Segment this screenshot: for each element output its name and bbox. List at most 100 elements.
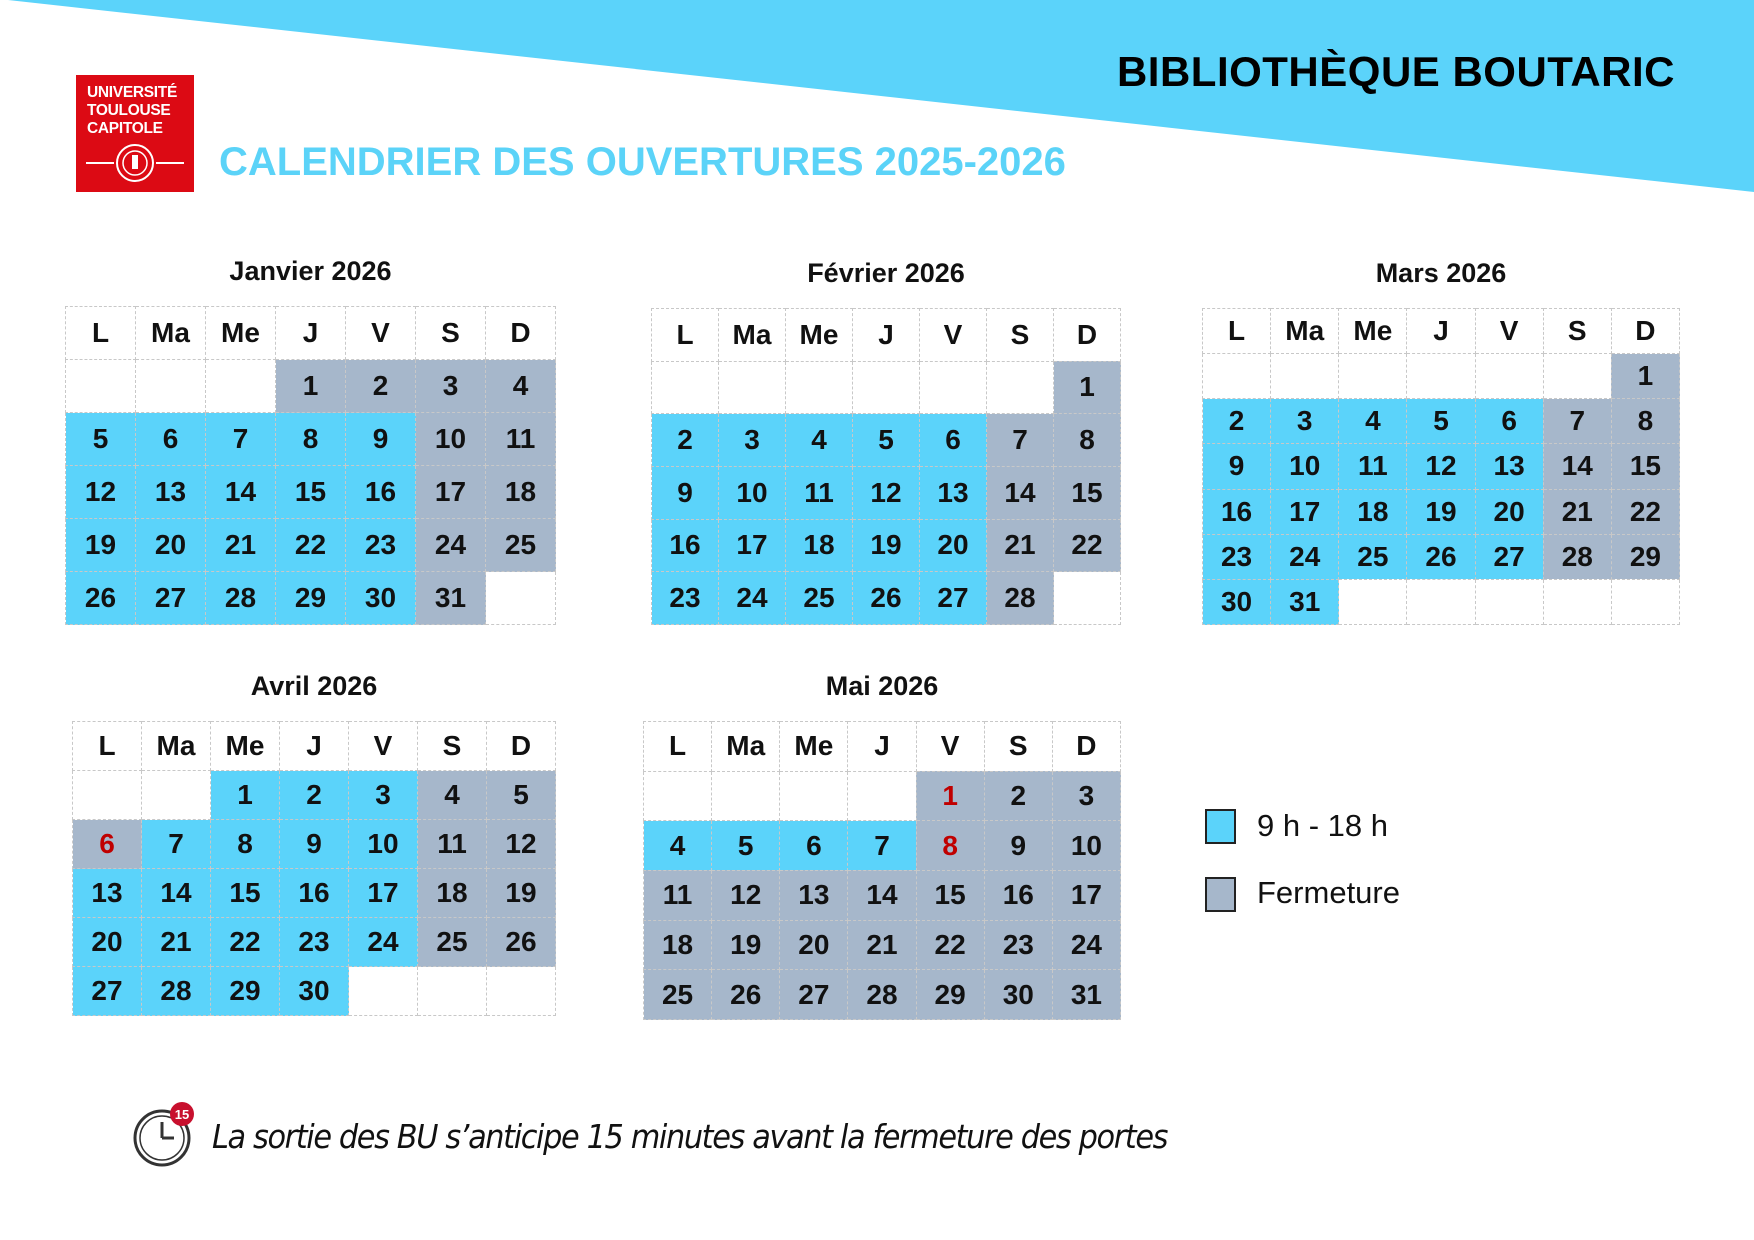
weekday-header: D (1051, 721, 1122, 772)
empty-cell (1338, 578, 1408, 626)
day-cell-closed: 26 (486, 917, 556, 967)
weekday-header: D (1610, 307, 1681, 355)
day-cell-open: 3 (348, 770, 418, 820)
seal-icon (86, 144, 184, 182)
day-cell-closed: 15 (1053, 465, 1121, 520)
empty-cell (711, 770, 781, 822)
day-cell-open: 25 (785, 571, 853, 625)
day-cell-open: 21 (141, 917, 211, 967)
day-cell-closed: 21 (1542, 488, 1612, 535)
day-cell-open: 19 (852, 518, 920, 573)
day-cell-closed: 5 (486, 770, 556, 820)
day-cell-closed: 19 (711, 919, 781, 971)
day-cell-open: 15 (275, 465, 346, 519)
day-cell-open: 22 (210, 917, 280, 967)
day-cell-open: 23 (1201, 533, 1272, 580)
day-cell-open: 18 (785, 518, 853, 573)
weekday-header: S (983, 721, 1053, 772)
day-cell-open: 27 (72, 966, 142, 1016)
day-cell-open: 16 (651, 518, 719, 573)
day-cell-closed: 24 (1051, 919, 1122, 971)
weekday-header: S (415, 306, 486, 360)
empty-cell (205, 359, 276, 413)
day-cell-closed: 15 (915, 869, 985, 921)
day-cell-open: 24 (1270, 533, 1340, 580)
week-row: 26 27 28 29 30 31 (65, 571, 556, 625)
weekday-header: V (1474, 307, 1544, 355)
calendar-title: Avril 2026 (250, 671, 378, 701)
day-cell-open: 31 (1270, 578, 1340, 626)
day-cell-closed: 22 (915, 919, 985, 971)
day-cell-open: 4 (785, 413, 853, 467)
day-cell-closed: 7 (1542, 398, 1612, 445)
day-cell-open: 18 (1338, 488, 1408, 535)
day-cell-closed: 2 (983, 770, 1053, 822)
weekday-header: Ma (711, 721, 781, 772)
day-cell-open: 23 (651, 571, 719, 625)
day-cell-open: 15 (210, 868, 280, 918)
week-row: 1 (1201, 353, 1681, 400)
day-cell-open: 30 (279, 966, 349, 1016)
day-cell-open: 5 (1406, 398, 1476, 445)
university-logo: UNIVERSITÉ TOULOUSE CAPITOLE (76, 75, 194, 192)
day-cell-closed: 25 (485, 518, 556, 572)
day-cell-open: 9 (345, 412, 416, 466)
day-cell-open: 24 (348, 917, 418, 967)
page-title: CALENDRIER DES OUVERTURES 2025-2026 (219, 140, 1066, 184)
weekday-header: V (348, 721, 418, 771)
day-cell-closed: 7 (986, 413, 1054, 467)
week-row: 1 (651, 360, 1121, 415)
weekday-header: S (1542, 307, 1612, 355)
weekday-header-row: L Ma Me J V S D (1201, 307, 1681, 355)
empty-cell (1338, 353, 1408, 400)
week-row: 16 17 18 19 20 21 22 (651, 518, 1121, 573)
day-cell-closed: 18 (485, 465, 556, 519)
day-cell-closed: 3 (1051, 770, 1122, 822)
day-cell-open: 27 (1474, 533, 1544, 580)
week-row: 12 13 14 15 16 17 18 (65, 465, 556, 519)
empty-cell (852, 360, 920, 415)
empty-cell (65, 359, 136, 413)
day-cell-open: 5 (852, 413, 920, 467)
day-cell-open: 24 (718, 571, 786, 625)
day-cell-closed: 1 (1053, 360, 1121, 415)
day-cell-open: 6 (779, 820, 849, 871)
day-cell-open: 20 (135, 518, 206, 572)
day-cell-open: 2 (1201, 398, 1272, 445)
empty-cell (1053, 571, 1121, 625)
logo-line: TOULOUSE (87, 102, 171, 119)
day-cell-open: 14 (141, 868, 211, 918)
weekday-header: V (345, 306, 416, 360)
weekday-header: V (919, 308, 987, 362)
day-cell-open: 25 (1338, 533, 1408, 580)
day-cell-closed: 4 (485, 359, 556, 413)
day-cell-open: 4 (642, 820, 713, 871)
day-cell-open: 5 (711, 820, 781, 871)
weekday-header-row: L Ma Me J V S D (651, 308, 1121, 362)
calendar-grid: L Ma Me J V S D 1 2 3 4 5 6 7 8 9 10 11 12 13 14 15 16 17 18 19 20… (1201, 307, 1681, 626)
day-cell-closed: 8 (1610, 398, 1681, 445)
footer-note: La sortie des BU s’anticipe 15 minutes a… (212, 1117, 1168, 1156)
weekday-header: S (986, 308, 1054, 362)
weekday-header: L (651, 308, 719, 362)
day-cell-closed: 13 (779, 869, 849, 921)
day-cell-open: 22 (275, 518, 346, 572)
day-cell-open: 10 (718, 465, 786, 520)
empty-cell (1542, 353, 1612, 400)
day-cell-open: 16 (1201, 488, 1272, 535)
day-cell-open: 27 (135, 571, 206, 625)
day-cell-closed: 28 (986, 571, 1054, 625)
day-cell-open: 29 (210, 966, 280, 1016)
day-cell-closed: 21 (986, 518, 1054, 573)
day-cell-open: 4 (1338, 398, 1408, 445)
day-cell-open: 26 (65, 571, 136, 625)
day-cell-closed: 12 (486, 819, 556, 869)
weekday-header: Me (779, 721, 849, 772)
day-cell-closed: 10 (415, 412, 486, 466)
day-cell-open: 28 (205, 571, 276, 625)
day-cell-closed: 14 (1542, 443, 1612, 490)
day-cell-closed: 19 (486, 868, 556, 918)
stopwatch-icon: 15 (133, 1102, 194, 1167)
weekday-header: J (275, 306, 346, 360)
day-cell-closed: 11 (485, 412, 556, 466)
